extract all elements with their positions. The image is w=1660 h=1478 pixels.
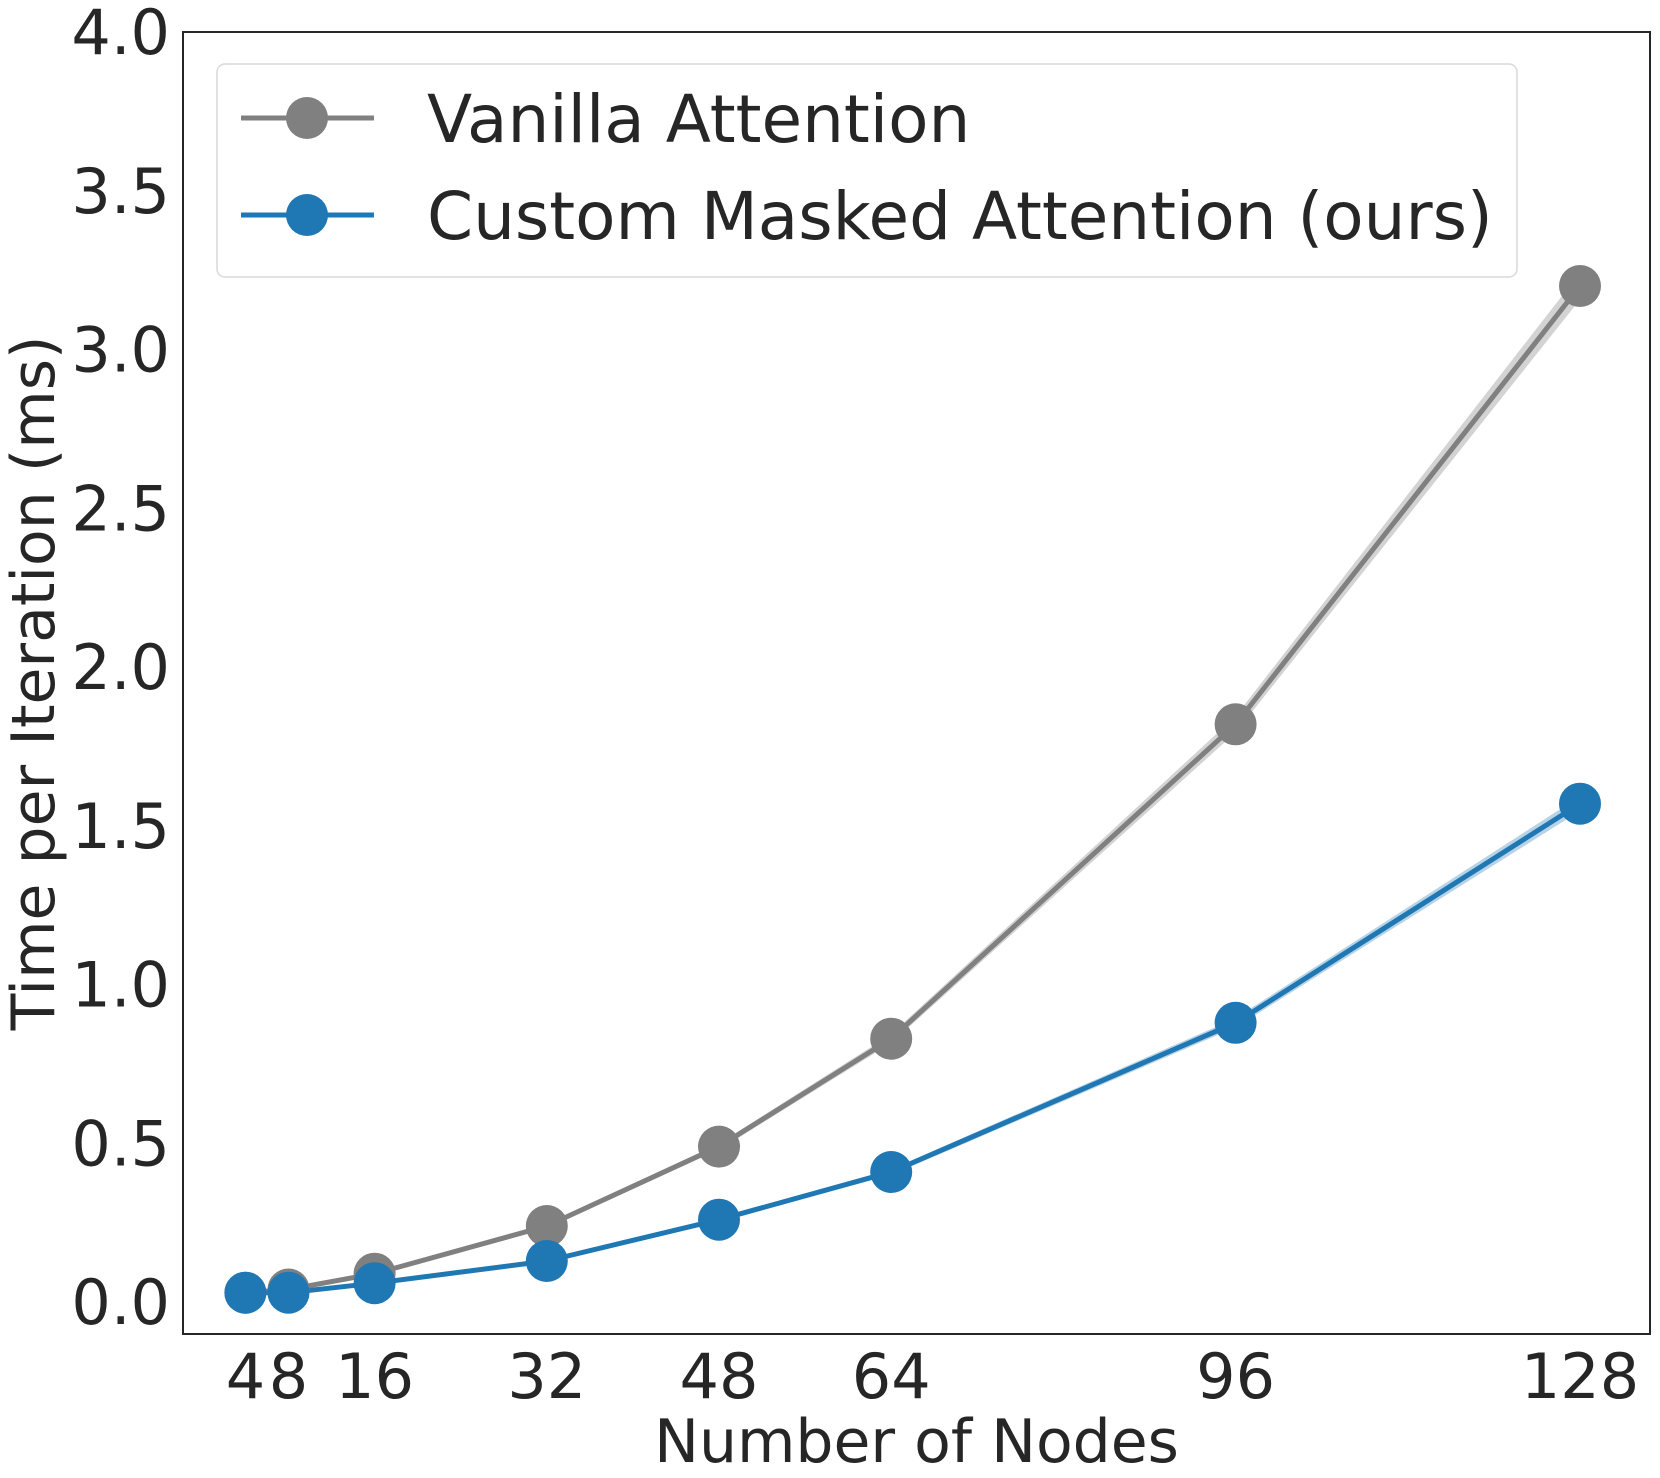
data-point (698, 1198, 740, 1241)
data-point (1214, 1001, 1257, 1044)
series-band-1 (245, 796, 1580, 1295)
x-tick-label: 16 (335, 1340, 414, 1413)
x-tick-label: 96 (1196, 1340, 1275, 1413)
data-point (870, 1017, 913, 1060)
series-lines (245, 284, 1582, 1296)
data-point (1559, 265, 1601, 307)
x-tick-label: 4 (226, 1340, 265, 1413)
y-tick-label: 0.5 (71, 1107, 170, 1180)
data-point (870, 1151, 913, 1193)
x-tick-label: 128 (1521, 1340, 1639, 1413)
plot-area-frame (182, 31, 1651, 1335)
x-axis-label: Number of Nodes (654, 1407, 1179, 1477)
data-point (698, 1125, 740, 1168)
series-band-0 (245, 272, 1580, 1295)
y-tick-label: 0.0 (71, 1266, 170, 1339)
data-point (1559, 782, 1601, 825)
x-axis-ticks: 4 8 16 32 48 64 96 128 (226, 1340, 1640, 1413)
x-tick-label: 48 (680, 1340, 759, 1413)
legend: Vanilla Attention Custom Masked Attentio… (216, 63, 1518, 278)
data-point (224, 1271, 267, 1314)
legend-marker-vanilla-attention (286, 97, 328, 139)
confidence-bands (245, 272, 1580, 1295)
data-point (525, 1240, 568, 1282)
data-point (353, 1262, 396, 1305)
series-markers (224, 265, 1601, 1314)
y-axis-ticks: 0.0 0.5 1.0 1.5 2.0 2.5 3.0 3.5 4.0 (71, 0, 170, 1339)
x-tick-label: 32 (507, 1340, 586, 1413)
y-tick-label: 3.0 (71, 314, 170, 387)
data-point (1214, 703, 1257, 746)
y-axis-label: Time per Iteration (ms) (0, 336, 69, 1032)
x-tick-label: 64 (852, 1340, 931, 1413)
legend-marker-custom-masked-attention (286, 194, 328, 236)
series-line-1 (245, 801, 1582, 1296)
legend-box (216, 63, 1518, 278)
legend-label-custom-masked-attention: Custom Masked Attention (ours) (427, 178, 1493, 255)
legend-label-vanilla-attention: Vanilla Attention (427, 81, 970, 158)
y-tick-label: 3.5 (71, 155, 170, 228)
series-line-0 (245, 284, 1582, 1296)
y-tick-label: 1.5 (71, 790, 170, 863)
y-tick-label: 2.5 (71, 472, 170, 545)
y-tick-label: 2.0 (71, 631, 170, 704)
data-point (267, 1271, 310, 1314)
data-point (525, 1205, 568, 1247)
y-tick-label: 4.0 (71, 0, 170, 69)
y-tick-label: 1.0 (71, 949, 170, 1022)
x-tick-label: 8 (269, 1340, 308, 1413)
